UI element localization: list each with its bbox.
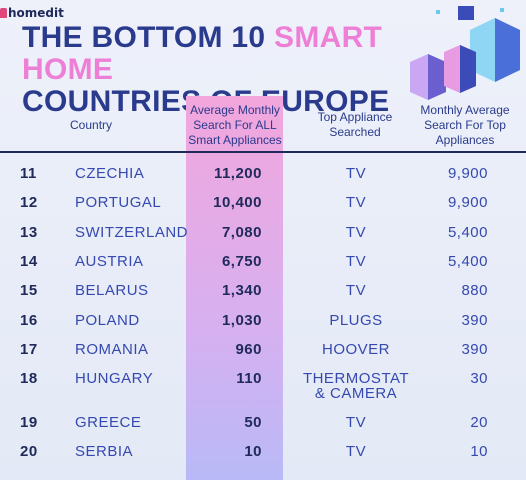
rank: 19 [20, 414, 38, 431]
avg-search: 10 [244, 443, 262, 460]
top-appliance: TV [345, 443, 367, 460]
avg-search: 110 [236, 370, 262, 387]
country: AUSTRIA [75, 253, 144, 270]
rank: 16 [20, 312, 38, 329]
avg-search: 50 [244, 414, 262, 431]
top-search: 390 [461, 341, 488, 358]
country: HUNGARY [75, 370, 154, 387]
top-appliance: TV [345, 414, 367, 431]
dot [500, 8, 504, 12]
top-appliance: TV [345, 194, 367, 211]
rank: 11 [20, 165, 37, 182]
rank: 17 [20, 341, 38, 358]
top-search: 20 [470, 414, 488, 431]
top-search: 390 [461, 312, 488, 329]
column-header: Average Monthly Search For ALL Smart App… [188, 103, 282, 147]
country: GREECE [75, 414, 142, 431]
tower-side [495, 18, 520, 82]
dot [436, 10, 440, 14]
top-appliance: TV [345, 282, 367, 299]
title-highlight: SMART HOME [22, 21, 383, 86]
avg-search: 6,750 [221, 253, 262, 270]
country: SWITZERLAND [75, 224, 189, 241]
top-appliance: HOOVER [321, 341, 390, 358]
top-appliance: TV [345, 253, 367, 270]
top-appliance: TV [345, 224, 367, 241]
top-appliance: PLUGS [329, 312, 383, 329]
logo-icon [0, 8, 7, 18]
title-text: THE BOTTOM 10 [22, 21, 275, 54]
country: SERBIA [75, 443, 134, 460]
building-side [428, 54, 446, 100]
rank: 15 [20, 282, 38, 299]
top-search: 9,900 [447, 194, 488, 211]
top-search: 30 [470, 370, 488, 387]
logo: homedit [8, 6, 64, 20]
country: ROMANIA [75, 341, 149, 358]
top-search: 5,400 [447, 224, 488, 241]
header-rule [0, 151, 526, 153]
avg-search: 11,200 [213, 165, 262, 182]
rank: 18 [20, 370, 38, 387]
column-header: Country [70, 118, 113, 132]
avg-search: 1,340 [221, 282, 262, 299]
column-highlight [186, 96, 283, 480]
country: CZECHIA [75, 165, 145, 182]
avg-search: 7,080 [221, 224, 262, 241]
column-header: Top Appliance Searched [317, 110, 393, 139]
top-appliance: TV [345, 165, 367, 182]
top-search: 5,400 [447, 253, 488, 270]
building-side [460, 45, 476, 93]
country: PORTUGAL [75, 194, 162, 211]
column-header: Monthly Average Search For Top Appliance… [420, 103, 510, 147]
rank: 20 [20, 443, 38, 460]
rank: 13 [20, 224, 38, 241]
avg-search: 1,030 [221, 312, 262, 329]
buildings-illustration [410, 6, 520, 100]
country: BELARUS [75, 282, 149, 299]
avg-search: 10,400 [213, 194, 262, 211]
top-search: 10 [470, 443, 488, 460]
rank: 12 [20, 194, 38, 211]
avg-search: 960 [235, 341, 262, 358]
top-search: 880 [461, 282, 488, 299]
country: POLAND [75, 312, 140, 329]
top-appliance: THERMOSTAT & CAMERA [302, 370, 410, 402]
top-search: 9,900 [447, 165, 488, 182]
rank: 14 [20, 253, 38, 270]
cube [458, 6, 474, 20]
